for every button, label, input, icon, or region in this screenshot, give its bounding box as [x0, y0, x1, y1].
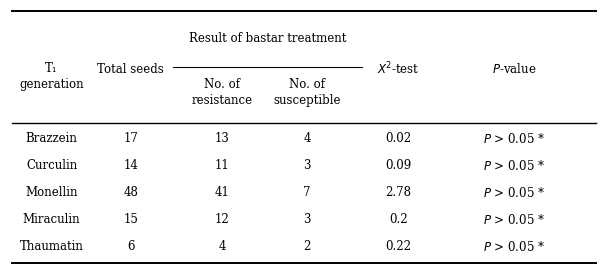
Text: 3: 3: [303, 213, 311, 226]
Text: 11: 11: [215, 159, 229, 172]
Text: 15: 15: [123, 213, 138, 226]
Text: $\it{P}$ > 0.05 *: $\it{P}$ > 0.05 *: [483, 240, 545, 254]
Text: Brazzein: Brazzein: [26, 132, 78, 146]
Text: Curculin: Curculin: [26, 159, 77, 172]
Text: 0.09: 0.09: [385, 159, 412, 172]
Text: No. of
susceptible: No. of susceptible: [273, 78, 341, 107]
Text: 0.22: 0.22: [385, 240, 411, 253]
Text: Thaumatin: Thaumatin: [19, 240, 84, 253]
Text: T₁
generation: T₁ generation: [19, 62, 84, 91]
Text: 12: 12: [215, 213, 229, 226]
Text: $\it{P}$ > 0.05 *: $\it{P}$ > 0.05 *: [483, 159, 545, 173]
Text: Miraculin: Miraculin: [23, 213, 80, 226]
Text: Total seeds: Total seeds: [97, 63, 164, 76]
Text: 2.78: 2.78: [385, 186, 411, 199]
Text: $\it{P}$-value: $\it{P}$-value: [491, 62, 536, 76]
Text: No. of
resistance: No. of resistance: [192, 78, 252, 107]
Text: 17: 17: [123, 132, 138, 146]
Text: 13: 13: [215, 132, 229, 146]
Text: 4: 4: [218, 240, 226, 253]
Text: 0.2: 0.2: [389, 213, 407, 226]
Text: 41: 41: [215, 186, 229, 199]
Text: $\it{P}$ > 0.05 *: $\it{P}$ > 0.05 *: [483, 186, 545, 200]
Text: 6: 6: [127, 240, 134, 253]
Text: 0.02: 0.02: [385, 132, 411, 146]
Text: Result of bastar treatment: Result of bastar treatment: [189, 32, 346, 45]
Text: Monellin: Monellin: [26, 186, 78, 199]
Text: $\it{X}$$^2$-test: $\it{X}$$^2$-test: [377, 61, 420, 78]
Text: 48: 48: [123, 186, 138, 199]
Text: $\it{P}$ > 0.05 *: $\it{P}$ > 0.05 *: [483, 132, 545, 146]
Text: 3: 3: [303, 159, 311, 172]
Text: $\it{P}$ > 0.05 *: $\it{P}$ > 0.05 *: [483, 213, 545, 227]
Text: 2: 2: [303, 240, 311, 253]
Text: 7: 7: [303, 186, 311, 199]
Text: 14: 14: [123, 159, 138, 172]
Text: 4: 4: [303, 132, 311, 146]
